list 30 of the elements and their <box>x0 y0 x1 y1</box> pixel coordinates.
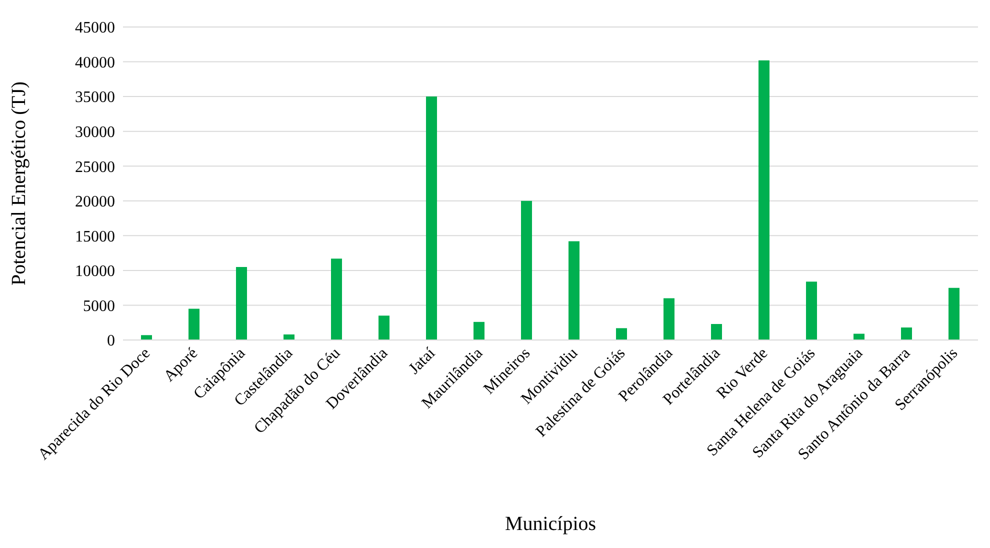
bar <box>188 308 200 340</box>
bar <box>711 324 722 340</box>
y-tick-label: 40000 <box>75 54 115 72</box>
bar <box>426 96 437 340</box>
bar <box>806 282 817 340</box>
y-tick-label: 0 <box>107 332 115 350</box>
x-axis-title: Municípios <box>504 513 596 535</box>
bar <box>854 334 864 340</box>
bar <box>236 266 247 340</box>
bar <box>284 334 294 340</box>
bar <box>568 241 580 340</box>
y-tick-label: 20000 <box>75 194 115 211</box>
bar <box>521 200 532 340</box>
bar <box>378 316 390 340</box>
y-tick-label: 25000 <box>75 158 115 176</box>
bar <box>758 60 770 340</box>
y-tick-label: 30000 <box>75 124 115 142</box>
bar <box>901 327 912 340</box>
bar <box>664 298 674 340</box>
y-tick-label: 5000 <box>83 298 115 315</box>
y-tick-label: 15000 <box>75 228 115 246</box>
bar <box>331 258 342 340</box>
bar <box>141 335 152 340</box>
bar <box>948 288 960 340</box>
y-tick-label: 10000 <box>75 263 115 280</box>
y-axis-title: Potencial Energético (TJ) <box>8 81 30 286</box>
bar <box>616 328 627 340</box>
y-tick-label: 35000 <box>75 89 115 106</box>
bar <box>474 322 484 340</box>
y-tick-label: 45000 <box>75 20 115 37</box>
